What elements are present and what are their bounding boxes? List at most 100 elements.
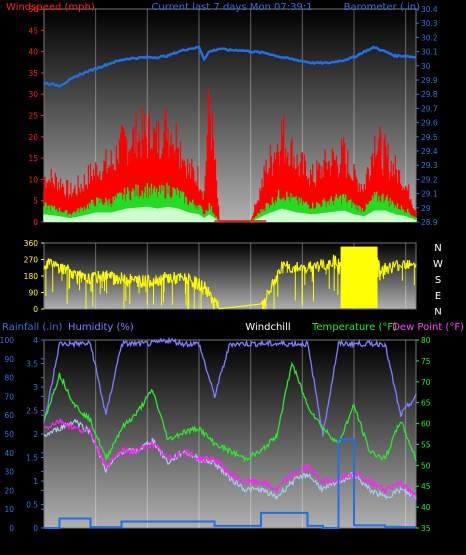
humidity-axis-tick-label: 50	[4, 430, 14, 439]
wind-direction-mark	[282, 261, 285, 270]
wind-axis-tick-label: 50	[28, 5, 38, 14]
wind-direction-mark	[87, 273, 90, 276]
wind-direction-mark	[87, 273, 89, 284]
chart-title: Current last 7 days Mon 07:39:1	[151, 2, 312, 13]
wind-direction-mark	[149, 280, 152, 286]
temperature-axis-tick-label: 50	[421, 461, 431, 470]
wind-direction-mark	[334, 255, 337, 264]
wind-direction-mark	[178, 273, 180, 276]
wind-direction-mark	[206, 292, 209, 298]
wind-direction-mark	[50, 259, 53, 267]
direction-compass-label: S	[435, 275, 441, 286]
rain-axis-tick-label: 1.5	[26, 454, 38, 463]
wind-direction-mark	[209, 291, 212, 295]
wind-direction-mark	[57, 264, 60, 274]
wind-direction-mark	[280, 265, 283, 274]
wind-direction-mark	[390, 267, 392, 270]
direction-axis-tick-label: 180	[24, 272, 39, 281]
wind-direction-mark	[127, 279, 130, 284]
wind-direction-mark	[212, 301, 215, 307]
wind-panel-day-label: Day 5	[177, 230, 203, 239]
humidity-axis-tick-label: 30	[4, 468, 14, 477]
wind-axis-tick-label: 45	[28, 26, 38, 35]
baro-axis-tick-label: 29.6	[421, 119, 438, 128]
direction-panel-day-label: Day 9	[384, 313, 410, 322]
temperature-panel-day-label: Day 8	[332, 537, 358, 546]
humidity-axis-tick-label: 40	[4, 449, 14, 458]
wind-direction-mark	[60, 264, 63, 273]
wind-direction-mark	[138, 275, 141, 278]
wind-direction-mark	[324, 268, 327, 270]
direction-panel-day-label: Day 7	[280, 313, 305, 322]
wind-direction-mark	[329, 262, 332, 267]
wind-direction-mark	[43, 266, 46, 270]
wind-direction-mark	[268, 290, 271, 295]
wind-direction-mark	[95, 274, 98, 280]
wind-direction-mark	[156, 278, 159, 286]
wind-direction-mark	[300, 264, 303, 268]
wind-direction-mark	[168, 280, 171, 283]
wind-direction-mark	[164, 272, 166, 276]
baro-axis-tick-label: 30	[421, 62, 431, 71]
wind-direction-mark	[124, 274, 126, 283]
wind-direction-mark	[107, 273, 109, 275]
wind-direction-mark	[113, 273, 116, 278]
barometer-line	[43, 45, 417, 88]
wind-direction-mark	[126, 280, 129, 286]
rainfall-line	[44, 438, 416, 529]
wind-direction-mark	[283, 261, 285, 263]
wind-direction-mark	[317, 262, 320, 272]
wind-direction-mark	[284, 265, 287, 267]
direction-panel-day-label: Day 3	[74, 313, 99, 322]
wind-direction-mark	[96, 281, 99, 284]
wind-direction-mark	[139, 276, 141, 282]
wind-direction-mark	[196, 288, 199, 290]
temperature-line	[43, 361, 417, 463]
direction-panel-day-label: Day 6	[229, 313, 255, 322]
wind-direction-mark	[94, 272, 97, 275]
wind-panel-day-label: Day 6	[229, 230, 255, 239]
wind-direction-mark	[322, 259, 325, 263]
wind-direction-mark	[272, 282, 275, 287]
direction-compass-label: W	[433, 259, 443, 270]
temperature-axis-tick-label: 65	[421, 399, 431, 408]
wind-direction-mark	[413, 264, 416, 267]
wind-direction-mark	[148, 275, 150, 285]
wind-axis-tick-label: 0	[33, 218, 38, 227]
wind-direction-mark	[166, 273, 168, 276]
wind-direction-mark	[389, 262, 392, 268]
wind-direction-mark	[89, 281, 92, 284]
wind-axis-tick-label: 5	[33, 197, 38, 206]
wind-direction-mark	[158, 276, 161, 281]
wind-direction-mark	[146, 274, 149, 281]
wind-axis-tick-label: 30	[28, 90, 38, 99]
wind-direction-mark	[172, 277, 175, 282]
baro-axis-tick-label: 29.9	[421, 76, 438, 85]
humidity-axis-title: Humidity (%)	[68, 322, 134, 333]
wind-direction-mark	[170, 278, 173, 283]
wind-direction-mark	[122, 276, 125, 282]
humidity-axis-tick-label: 90	[4, 355, 14, 364]
wind-direction-mark	[74, 270, 77, 275]
wind-direction-mark	[194, 277, 197, 290]
wind-direction-mark	[120, 272, 123, 279]
temperature-panel-day-label: Day 6	[229, 537, 255, 546]
wind-direction-mark	[318, 265, 321, 270]
wind-direction-mark	[286, 261, 289, 268]
baro-axis-tick-label: 30.2	[421, 33, 438, 42]
wind-axis-tick-label: 35	[28, 69, 38, 78]
wind-direction-mark	[292, 266, 294, 269]
wind-direction-mark	[388, 264, 390, 271]
wind-panel-day-label: Day 3	[74, 230, 99, 239]
wind-direction-mark	[147, 274, 149, 276]
wind-direction-mark	[384, 262, 387, 266]
wind-direction-mark	[333, 254, 335, 258]
temperature-axis-tick-label: 60	[421, 420, 431, 429]
rain-axis-tick-label: 4	[33, 336, 38, 345]
wind-direction-mark	[176, 276, 178, 284]
wind-direction-mark	[131, 276, 133, 280]
wind-direction-mark	[117, 282, 119, 285]
wind-direction-mark	[195, 277, 198, 279]
wind-direction-mark	[320, 259, 323, 262]
wind-direction-mark	[88, 275, 91, 285]
